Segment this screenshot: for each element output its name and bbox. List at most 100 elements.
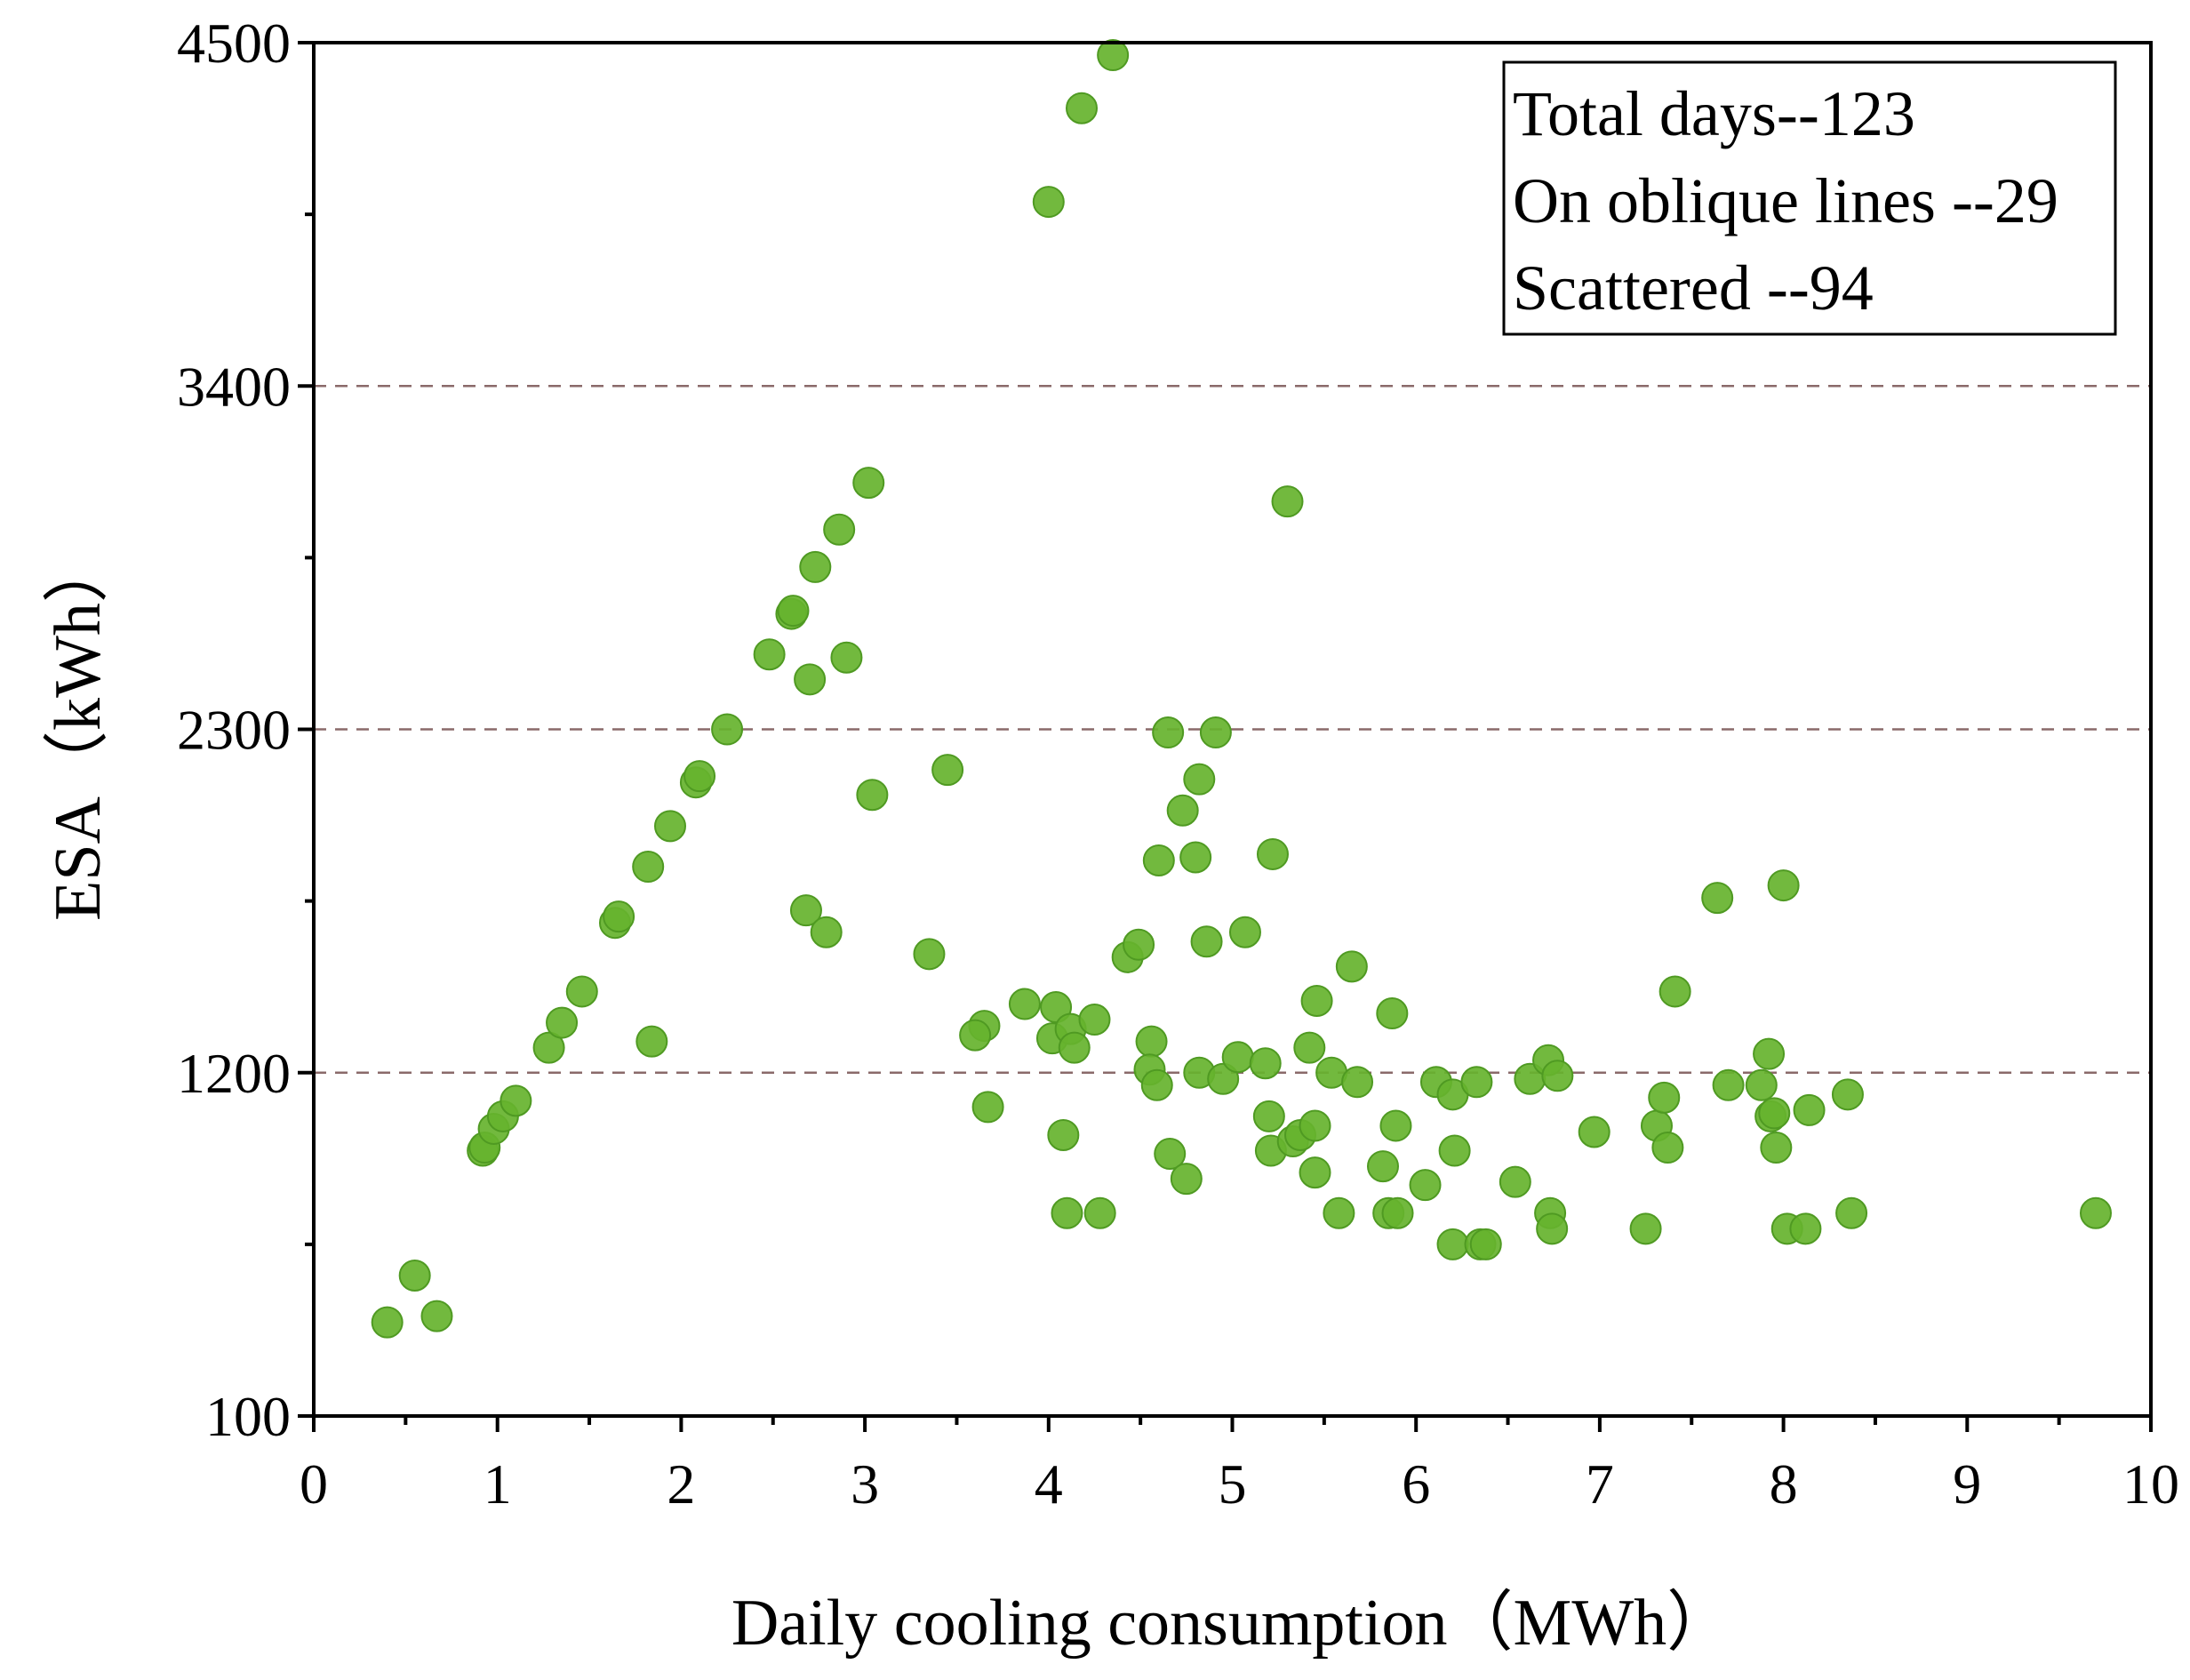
- data-point-43: [1066, 92, 1099, 124]
- data-point-23: [799, 550, 832, 583]
- data-point-99: [1578, 1116, 1611, 1148]
- data-point-98: [1541, 1060, 1574, 1092]
- data-point-7: [500, 1084, 532, 1117]
- data-point-44: [1078, 1004, 1111, 1036]
- data-point-29: [810, 916, 843, 948]
- data-point-49: [1135, 1025, 1168, 1058]
- data-point-42: [1051, 1196, 1083, 1229]
- data-point-15: [653, 810, 686, 843]
- data-point-34: [971, 1091, 1004, 1124]
- data-point-48: [1123, 928, 1155, 961]
- data-point-60: [1190, 925, 1223, 958]
- data-point-74: [1300, 984, 1333, 1017]
- data-point-85: [1409, 1169, 1442, 1202]
- data-point-73: [1299, 1109, 1331, 1142]
- x-tick-label-8: 8: [1770, 1452, 1798, 1516]
- data-point-82: [1376, 997, 1409, 1030]
- data-point-80: [1366, 1150, 1399, 1183]
- data-point-115: [1793, 1093, 1826, 1126]
- data-point-88: [1436, 1228, 1469, 1260]
- grid-lines: [314, 385, 2151, 1074]
- y-tick-label-100: 100: [205, 1385, 291, 1448]
- data-point-55: [1166, 794, 1199, 827]
- data-point-26: [830, 641, 863, 674]
- data-point-31: [931, 754, 964, 787]
- data-point-24: [823, 513, 856, 546]
- legend-line-oblique: On oblique lines --29: [1513, 165, 2058, 236]
- axis-ticks: 100 1200 2300 3400 4500 0 1 2 3 4 5 6 7 8 9 10: [177, 12, 2179, 1516]
- data-point-22: [794, 663, 827, 696]
- data-point-12: [603, 900, 635, 933]
- data-points: [371, 39, 2112, 1339]
- data-point-54: [1154, 1138, 1187, 1171]
- y-tick-label-2300: 2300: [177, 699, 291, 762]
- data-point-100: [1629, 1212, 1662, 1245]
- data-point-97: [1536, 1212, 1569, 1245]
- data-point-66: [1252, 1100, 1285, 1132]
- data-point-53: [1152, 716, 1185, 749]
- x-tick-label-5: 5: [1219, 1452, 1247, 1516]
- legend-box: Total days--123 On oblique lines --29 Sc…: [1502, 60, 2117, 336]
- data-point-45: [1083, 1196, 1116, 1229]
- legend-line-scattered: Scattered --94: [1513, 252, 1874, 324]
- data-point-14: [635, 1025, 668, 1058]
- data-point-13: [632, 851, 665, 883]
- data-point-108: [1753, 1037, 1786, 1070]
- data-point-92: [1469, 1228, 1502, 1260]
- data-point-63: [1221, 1041, 1254, 1074]
- x-tick-label-2: 2: [667, 1452, 695, 1516]
- data-point-105: [1701, 882, 1734, 915]
- x-axis-title: Daily cooling consumption（MWh）: [731, 1587, 1732, 1660]
- data-point-77: [1323, 1196, 1355, 1229]
- data-point-30: [913, 938, 946, 971]
- x-tick-label-6: 6: [1402, 1452, 1430, 1516]
- data-point-28: [852, 467, 885, 500]
- data-point-93: [1499, 1165, 1531, 1198]
- data-point-0: [371, 1306, 404, 1339]
- data-point-57: [1179, 841, 1212, 874]
- data-point-107: [1745, 1068, 1778, 1101]
- data-point-2: [420, 1300, 453, 1332]
- y-tick-label-1200: 1200: [177, 1042, 291, 1105]
- data-point-106: [1712, 1068, 1745, 1101]
- x-tick-label-1: 1: [484, 1452, 512, 1516]
- data-point-75: [1299, 1156, 1331, 1189]
- data-point-19: [753, 638, 786, 671]
- data-point-27: [856, 779, 889, 812]
- data-point-36: [1032, 186, 1065, 219]
- data-point-65: [1249, 1047, 1282, 1080]
- data-point-102: [1648, 1081, 1681, 1114]
- data-point-39: [1047, 1118, 1080, 1151]
- y-tick-label-4500: 4500: [177, 12, 291, 75]
- x-tick-label-10: 10: [2122, 1452, 2179, 1516]
- data-point-72: [1293, 1031, 1326, 1064]
- data-point-90: [1460, 1066, 1493, 1099]
- data-point-117: [1835, 1196, 1868, 1229]
- data-point-9: [546, 1006, 579, 1039]
- data-point-116: [1831, 1078, 1864, 1111]
- data-point-78: [1335, 950, 1368, 983]
- legend-line-total: Total days--123: [1513, 78, 1915, 149]
- data-point-10: [565, 975, 598, 1008]
- data-point-1: [398, 1259, 431, 1292]
- data-point-114: [1789, 1212, 1822, 1245]
- data-point-110: [1758, 1097, 1791, 1130]
- data-point-52: [1142, 844, 1175, 876]
- data-point-69: [1271, 485, 1304, 518]
- y-axis-title: ESA（kWh）: [42, 537, 115, 921]
- data-point-61: [1199, 716, 1232, 749]
- data-point-17: [683, 760, 716, 793]
- data-point-89: [1438, 1134, 1471, 1167]
- x-tick-label-3: 3: [851, 1452, 879, 1516]
- data-point-46: [1097, 39, 1130, 72]
- data-point-21: [777, 595, 810, 628]
- x-tick-label-7: 7: [1586, 1452, 1614, 1516]
- data-point-41: [1058, 1031, 1091, 1064]
- data-point-25: [789, 894, 822, 927]
- y-tick-label-3400: 3400: [177, 355, 291, 418]
- data-point-112: [1767, 869, 1800, 902]
- data-point-111: [1760, 1132, 1793, 1164]
- data-point-79: [1341, 1066, 1374, 1099]
- data-point-35: [1008, 988, 1041, 1020]
